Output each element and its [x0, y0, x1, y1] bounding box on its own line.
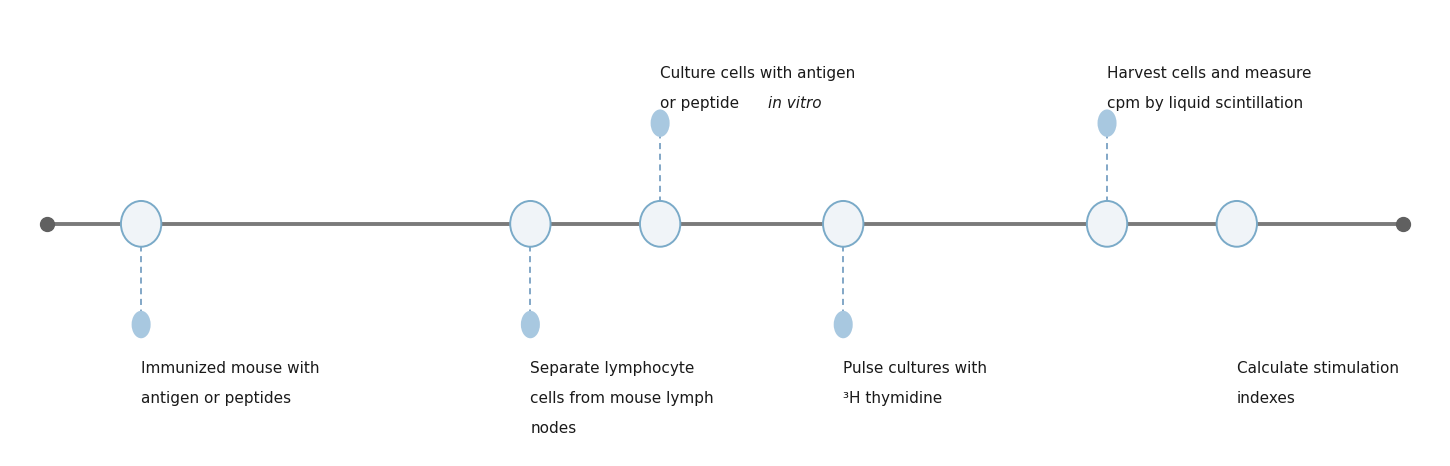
- Ellipse shape: [651, 110, 670, 137]
- Ellipse shape: [521, 311, 539, 338]
- Text: antigen or peptides: antigen or peptides: [141, 391, 291, 406]
- Ellipse shape: [1217, 201, 1257, 247]
- Text: ³H thymidine: ³H thymidine: [844, 391, 943, 406]
- Point: [1391, 220, 1414, 227]
- Ellipse shape: [120, 201, 161, 247]
- Text: cells from mouse lymph: cells from mouse lymph: [531, 391, 713, 406]
- Ellipse shape: [1088, 201, 1127, 247]
- Text: or peptide: or peptide: [660, 96, 744, 111]
- Text: Calculate stimulation: Calculate stimulation: [1237, 361, 1399, 376]
- Ellipse shape: [1098, 110, 1116, 137]
- Text: Immunized mouse with: Immunized mouse with: [141, 361, 319, 376]
- Ellipse shape: [510, 201, 551, 247]
- Text: nodes: nodes: [531, 421, 577, 436]
- Text: indexes: indexes: [1237, 391, 1296, 406]
- Text: cpm by liquid scintillation: cpm by liquid scintillation: [1106, 96, 1304, 111]
- Ellipse shape: [639, 201, 680, 247]
- Ellipse shape: [132, 311, 151, 338]
- Text: Separate lymphocyte: Separate lymphocyte: [531, 361, 695, 376]
- Text: Culture cells with antigen: Culture cells with antigen: [660, 66, 856, 81]
- Point: [36, 220, 59, 227]
- Text: Harvest cells and measure: Harvest cells and measure: [1106, 66, 1312, 81]
- Ellipse shape: [824, 201, 863, 247]
- Ellipse shape: [834, 311, 853, 338]
- Text: Pulse cultures with: Pulse cultures with: [844, 361, 987, 376]
- Text: in vitro: in vitro: [768, 96, 822, 111]
